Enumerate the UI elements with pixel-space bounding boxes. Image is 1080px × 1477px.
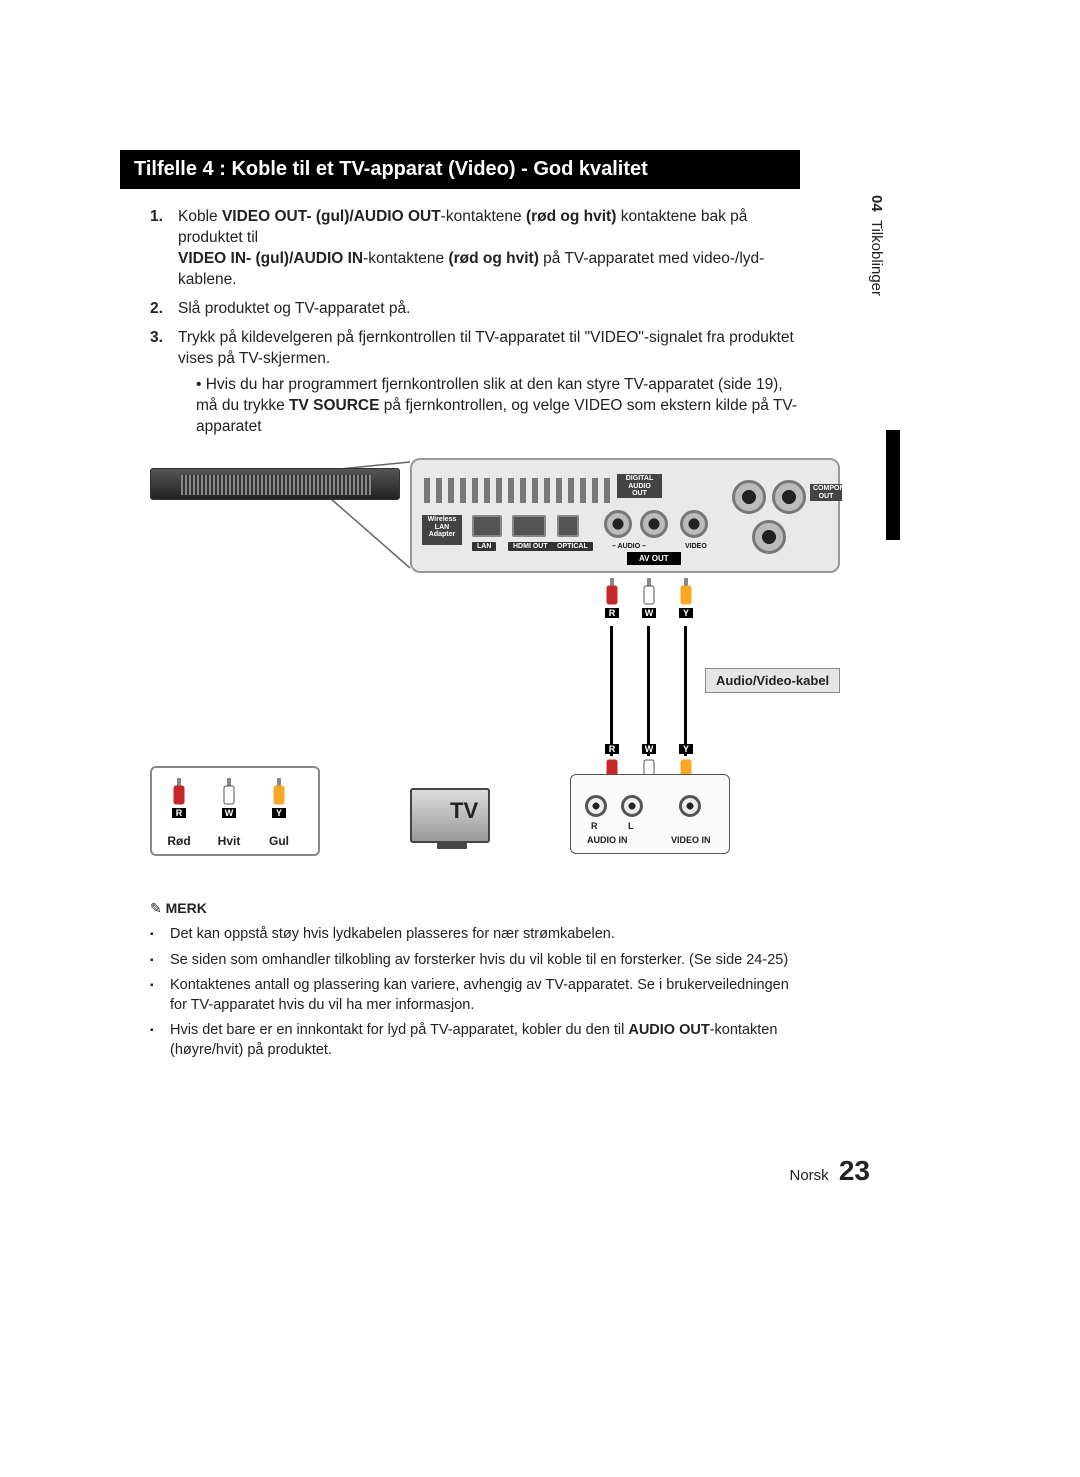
tv-r-label: R — [591, 821, 598, 831]
section-title: Tilfelle 4 : Koble til et TV-apparat (Vi… — [120, 150, 800, 189]
plug-top-r — [605, 578, 619, 606]
audio-r-jack — [640, 510, 668, 538]
tv-audio-r-jack — [585, 795, 607, 817]
cable-tag: Audio/Video-kabel — [705, 668, 840, 693]
page-content: Tilfelle 4 : Koble til et TV-apparat (Vi… — [0, 0, 890, 1061]
plug-top-label: W — [642, 608, 656, 618]
tv-label: TV — [450, 798, 478, 824]
step-2: 2. Slå produktet og TV-apparatet på. — [150, 299, 800, 320]
plug-bottom-label: W — [642, 744, 656, 754]
audio-label: – AUDIO – — [607, 542, 651, 551]
legend-letter: R — [172, 808, 186, 818]
steps-list: 1. Koble VIDEO OUT- (gul)/AUDIO OUT-kont… — [120, 207, 800, 438]
note-item: Det kan oppstå støy hvis lydkabelen plas… — [150, 925, 800, 945]
tv-video-jack — [679, 795, 701, 817]
footer-page: 23 — [839, 1155, 870, 1186]
legend-letter: Y — [272, 808, 286, 818]
legend-plug — [172, 778, 186, 806]
legend-name: Gul — [259, 834, 299, 848]
video-label: VIDEO — [680, 542, 712, 551]
footer-lang: Norsk — [790, 1167, 829, 1184]
plug-top-w — [642, 578, 656, 606]
tv-audio-l-jack — [621, 795, 643, 817]
player-device — [150, 468, 400, 500]
component-label: COMPONENT OUT — [810, 484, 842, 501]
tv-input-panel: R L AUDIO IN VIDEO IN — [570, 774, 730, 854]
lan-port — [472, 515, 502, 537]
chapter-number: 04 — [868, 195, 885, 212]
step-3-sub: Hvis du har programmert fjernkontrollen … — [178, 375, 800, 438]
cable-r — [610, 626, 613, 756]
tv-l-label: L — [628, 821, 634, 831]
page-footer: Norsk 23 — [790, 1155, 871, 1187]
step-3: 3. Trykk på kildevelgeren på fjernkontro… — [150, 328, 800, 439]
video-in-label: VIDEO IN — [671, 835, 711, 845]
legend-name: Hvit — [209, 834, 249, 848]
legend-name: Rød — [159, 834, 199, 848]
plug-top-label: R — [605, 608, 619, 618]
device-back-panel: DIGITAL AUDIO OUT Wireless LAN Adapter L… — [410, 458, 840, 573]
plug-top-label: Y — [679, 608, 693, 618]
note-list: Det kan oppstå støy hvis lydkabelen plas… — [150, 925, 800, 1060]
side-tab: 04 Tilkoblinger — [868, 195, 885, 296]
video-jack — [680, 510, 708, 538]
plug-top-y — [679, 578, 693, 606]
note-section: MERK Det kan oppstå støy hvis lydkabelen… — [150, 900, 800, 1060]
note-item: Kontaktenes antall og plassering kan var… — [150, 976, 800, 1015]
plug-bottom-label: Y — [679, 744, 693, 754]
chapter-name: Tilkoblinger — [868, 220, 885, 296]
component-pb-jack — [772, 480, 806, 514]
color-legend: R Rød W Hvit Y Gul — [150, 766, 320, 856]
legend-letter: W — [222, 808, 236, 818]
digital-audio-label: DIGITAL AUDIO OUT — [617, 474, 662, 498]
optical-label: OPTICAL — [552, 542, 593, 551]
legend-plug — [222, 778, 236, 806]
cable-y — [684, 626, 687, 756]
legend-plug — [272, 778, 286, 806]
component-pr-jack — [752, 520, 786, 554]
edge-marker — [886, 430, 900, 540]
vent-grille — [424, 478, 614, 503]
cable-w — [647, 626, 650, 756]
note-item: Se siden som omhandler tilkobling av for… — [150, 951, 800, 971]
hdmi-port — [512, 515, 546, 537]
note-heading: MERK — [150, 900, 800, 917]
audio-l-jack — [604, 510, 632, 538]
note-item: Hvis det bare er en innkontakt for lyd p… — [150, 1021, 800, 1060]
optical-port — [557, 515, 579, 537]
plug-bottom-label: R — [605, 744, 619, 754]
avout-label: AV OUT — [627, 552, 681, 565]
lan-label: LAN — [472, 542, 496, 551]
component-y-jack — [732, 480, 766, 514]
wireless-lan-label: Wireless LAN Adapter — [422, 515, 462, 545]
audio-in-label: AUDIO IN — [587, 835, 628, 845]
connection-diagram: DIGITAL AUDIO OUT Wireless LAN Adapter L… — [150, 458, 880, 878]
step-1: 1. Koble VIDEO OUT- (gul)/AUDIO OUT-kont… — [150, 207, 800, 291]
hdmi-label: HDMI OUT — [508, 542, 553, 551]
